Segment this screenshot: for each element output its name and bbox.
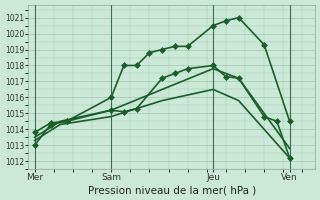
X-axis label: Pression niveau de la mer( hPa ): Pression niveau de la mer( hPa ): [88, 185, 256, 195]
